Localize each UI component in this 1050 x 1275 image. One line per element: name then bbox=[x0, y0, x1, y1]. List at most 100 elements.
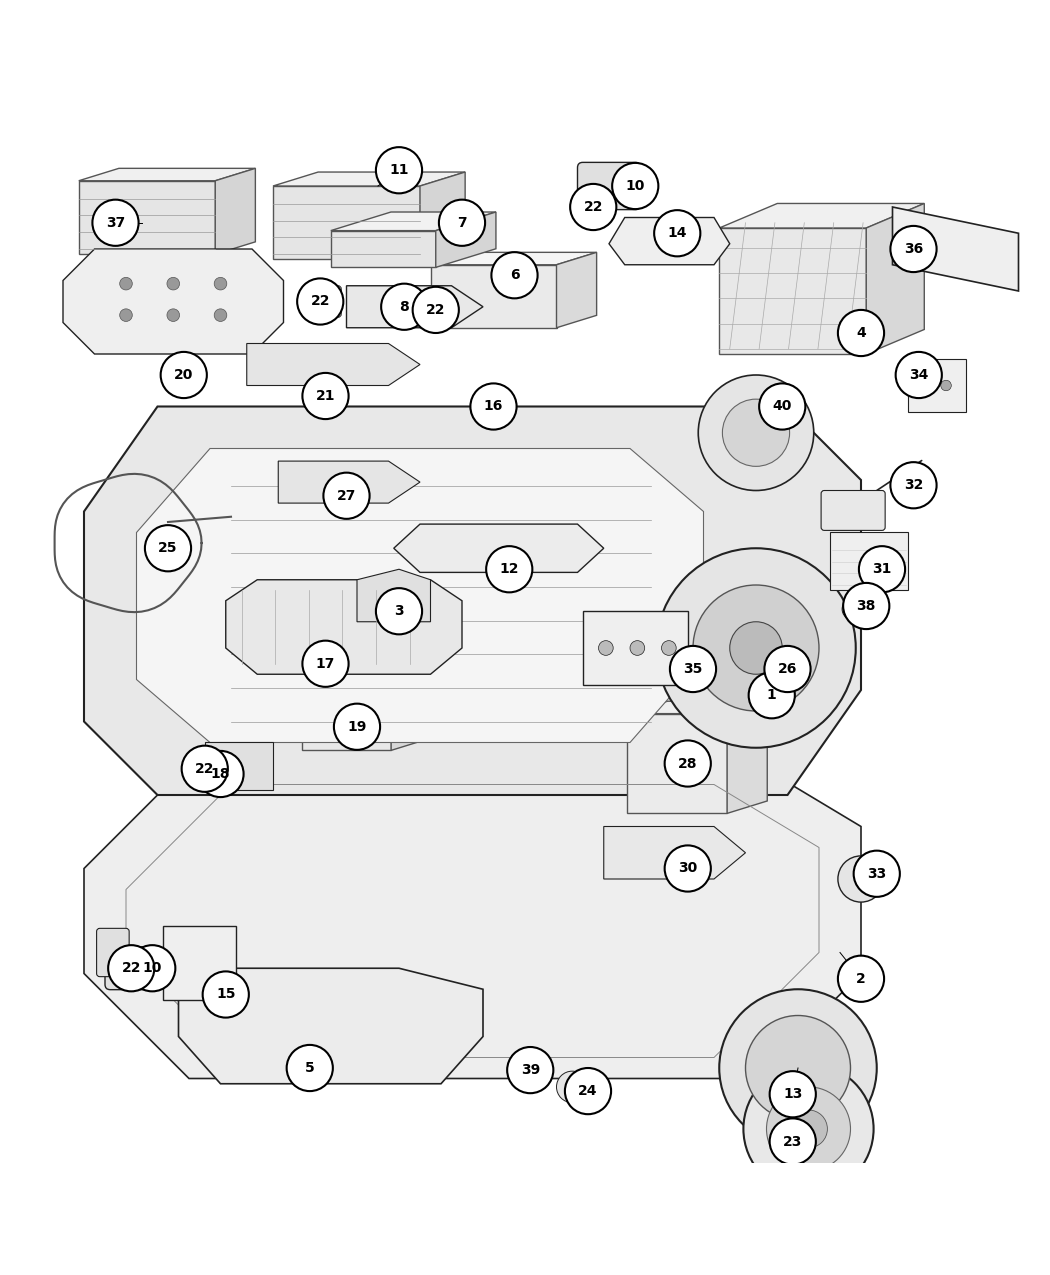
Polygon shape bbox=[84, 407, 861, 796]
Polygon shape bbox=[278, 462, 420, 504]
Circle shape bbox=[376, 147, 422, 194]
Circle shape bbox=[843, 583, 889, 629]
Polygon shape bbox=[346, 286, 483, 328]
FancyBboxPatch shape bbox=[420, 295, 451, 325]
Circle shape bbox=[439, 200, 485, 246]
Circle shape bbox=[120, 278, 132, 289]
Circle shape bbox=[838, 310, 884, 356]
Polygon shape bbox=[273, 172, 465, 186]
Text: 13: 13 bbox=[783, 1088, 802, 1102]
FancyBboxPatch shape bbox=[578, 162, 640, 209]
Circle shape bbox=[759, 384, 805, 430]
Polygon shape bbox=[302, 694, 421, 703]
Polygon shape bbox=[866, 204, 924, 354]
Circle shape bbox=[167, 309, 180, 321]
Circle shape bbox=[764, 646, 811, 692]
Polygon shape bbox=[391, 694, 421, 751]
Polygon shape bbox=[79, 168, 255, 181]
Text: 33: 33 bbox=[867, 867, 886, 881]
Circle shape bbox=[108, 945, 154, 992]
Circle shape bbox=[129, 945, 175, 992]
Circle shape bbox=[381, 283, 427, 330]
Circle shape bbox=[656, 548, 856, 747]
Text: 27: 27 bbox=[337, 488, 356, 502]
Circle shape bbox=[890, 226, 937, 272]
FancyBboxPatch shape bbox=[821, 491, 885, 530]
Circle shape bbox=[486, 546, 532, 593]
Circle shape bbox=[766, 1086, 851, 1170]
Circle shape bbox=[203, 972, 249, 1017]
Circle shape bbox=[565, 1068, 611, 1114]
Circle shape bbox=[470, 384, 517, 430]
Text: 16: 16 bbox=[484, 399, 503, 413]
Circle shape bbox=[838, 956, 884, 1002]
FancyBboxPatch shape bbox=[830, 533, 908, 590]
Text: 39: 39 bbox=[521, 1063, 540, 1077]
Circle shape bbox=[323, 473, 370, 519]
Text: 26: 26 bbox=[778, 662, 797, 676]
Circle shape bbox=[842, 599, 863, 620]
FancyBboxPatch shape bbox=[105, 947, 162, 989]
Circle shape bbox=[746, 1015, 851, 1121]
Circle shape bbox=[302, 372, 349, 419]
Text: 22: 22 bbox=[195, 761, 214, 775]
FancyBboxPatch shape bbox=[310, 286, 341, 317]
Text: 18: 18 bbox=[211, 768, 230, 782]
Text: 3: 3 bbox=[394, 604, 404, 618]
Circle shape bbox=[859, 546, 905, 593]
Circle shape bbox=[743, 1063, 874, 1193]
Polygon shape bbox=[430, 265, 556, 328]
Text: 2: 2 bbox=[856, 972, 866, 986]
Circle shape bbox=[302, 640, 349, 687]
Polygon shape bbox=[628, 701, 768, 714]
Circle shape bbox=[182, 746, 228, 792]
Polygon shape bbox=[178, 968, 483, 1084]
Polygon shape bbox=[719, 228, 866, 354]
Text: 5: 5 bbox=[304, 1061, 315, 1075]
Polygon shape bbox=[609, 218, 730, 265]
Polygon shape bbox=[136, 449, 704, 742]
Circle shape bbox=[145, 525, 191, 571]
Polygon shape bbox=[273, 186, 420, 260]
Polygon shape bbox=[727, 701, 768, 813]
Circle shape bbox=[120, 309, 132, 321]
Circle shape bbox=[770, 1071, 816, 1117]
Text: 20: 20 bbox=[174, 368, 193, 382]
Circle shape bbox=[719, 989, 877, 1146]
Circle shape bbox=[612, 163, 658, 209]
Circle shape bbox=[376, 588, 422, 635]
Text: 32: 32 bbox=[904, 478, 923, 492]
Circle shape bbox=[722, 399, 790, 467]
Circle shape bbox=[598, 640, 613, 655]
Circle shape bbox=[214, 278, 227, 289]
Polygon shape bbox=[430, 252, 596, 265]
Polygon shape bbox=[892, 207, 1018, 291]
Text: 12: 12 bbox=[500, 562, 519, 576]
Polygon shape bbox=[357, 569, 430, 622]
Circle shape bbox=[941, 380, 951, 390]
Circle shape bbox=[654, 210, 700, 256]
Text: 22: 22 bbox=[584, 200, 603, 214]
Circle shape bbox=[167, 278, 180, 289]
Text: 24: 24 bbox=[579, 1084, 597, 1098]
Circle shape bbox=[570, 184, 616, 230]
Circle shape bbox=[693, 585, 819, 711]
Polygon shape bbox=[436, 212, 496, 268]
Polygon shape bbox=[63, 249, 284, 354]
Circle shape bbox=[896, 352, 942, 398]
Text: 36: 36 bbox=[904, 242, 923, 256]
Text: 38: 38 bbox=[857, 599, 876, 613]
Text: 40: 40 bbox=[773, 399, 792, 413]
Polygon shape bbox=[205, 742, 273, 789]
FancyBboxPatch shape bbox=[578, 191, 609, 223]
Polygon shape bbox=[719, 204, 924, 228]
Polygon shape bbox=[226, 580, 462, 674]
Text: 31: 31 bbox=[873, 562, 891, 576]
Circle shape bbox=[161, 352, 207, 398]
Text: 35: 35 bbox=[684, 662, 702, 676]
Circle shape bbox=[491, 252, 538, 298]
Circle shape bbox=[413, 287, 459, 333]
Circle shape bbox=[670, 646, 716, 692]
Circle shape bbox=[698, 375, 814, 491]
Text: 11: 11 bbox=[390, 163, 408, 177]
